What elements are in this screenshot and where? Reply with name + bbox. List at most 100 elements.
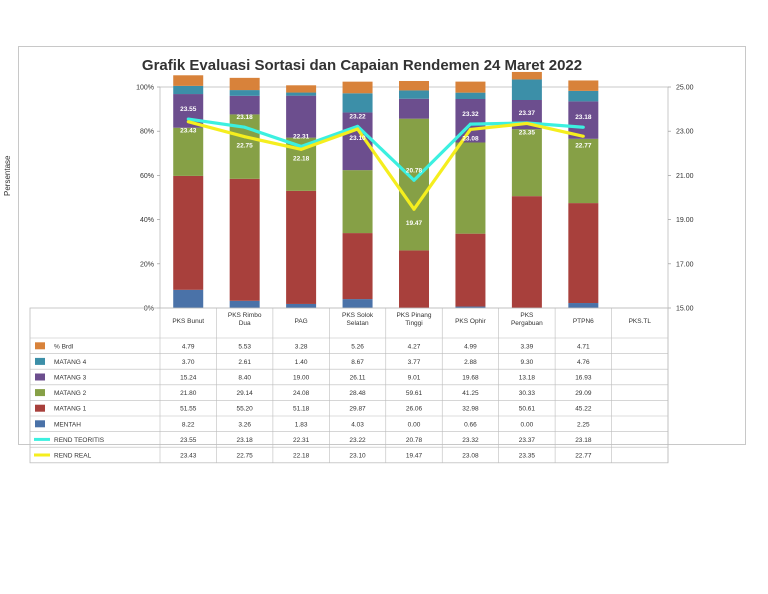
- table-cell: 1.40: [295, 359, 308, 366]
- legend-label: MENTAH: [54, 421, 81, 428]
- y2-tick-label: 25.00: [676, 85, 694, 92]
- y2-tick-label: 17.00: [676, 261, 694, 268]
- bar-segment: [286, 190, 317, 304]
- chart-title: Grafik Evaluasi Sortasi dan Capaian Rend…: [141, 57, 583, 74]
- table-cell: 23.08: [462, 453, 479, 460]
- series-line: [187, 120, 584, 211]
- table-cell: 45.22: [575, 406, 592, 413]
- table-cell: 22.75: [237, 453, 254, 460]
- bar-segment: [286, 303, 317, 308]
- table-cell: 0.00: [521, 421, 534, 428]
- bar-segment: [173, 85, 204, 95]
- table-cell: 5.53: [238, 343, 251, 350]
- table-cell: 19.47: [406, 453, 423, 460]
- category-label: PKS: [520, 312, 534, 319]
- table-cell: 23.37: [519, 437, 536, 444]
- y2-tick-label: 23.00: [676, 129, 694, 136]
- legend-label: REND REAL: [54, 453, 92, 460]
- table-cell: 20.78: [406, 437, 423, 444]
- table-cell: 2.25: [577, 421, 590, 428]
- line-data-label: 22.77: [575, 142, 592, 149]
- bar-segment: [568, 203, 599, 304]
- table-cell: 5.26: [351, 343, 364, 350]
- series-point: [299, 147, 303, 151]
- line-data-label: 20.78: [406, 167, 423, 174]
- table-cell: 23.55: [180, 437, 197, 444]
- table-cell: 3.39: [521, 343, 534, 350]
- series-point: [468, 127, 472, 131]
- bar-segment: [455, 81, 486, 93]
- bar-segment: [568, 90, 599, 102]
- line-data-label: 23.32: [462, 111, 479, 118]
- legend-label: MATANG 1: [54, 406, 87, 413]
- series-point: [525, 121, 529, 125]
- series-point: [186, 117, 190, 121]
- table-cell: 28.48: [349, 390, 366, 397]
- table-cell: 3.70: [182, 359, 195, 366]
- line-data-label: 22.31: [293, 133, 310, 140]
- bar-segment: [399, 80, 429, 91]
- bar-segment: [173, 175, 204, 290]
- table-cell: 0.00: [408, 421, 421, 428]
- table-cell: 41.25: [462, 390, 479, 397]
- series-point: [412, 178, 416, 182]
- table-cell: 23.22: [349, 437, 366, 444]
- category-label: PKS Pinang: [396, 312, 431, 319]
- y-tick-label: 40%: [140, 217, 154, 224]
- bar-segment: [342, 170, 373, 234]
- bar-segment: [399, 90, 429, 99]
- bar-segment: [173, 75, 204, 86]
- table-cell: 51.18: [293, 406, 310, 413]
- line-data-label: 23.10: [349, 135, 366, 142]
- bar-segment: [455, 92, 486, 100]
- table-cell: 32.98: [462, 406, 479, 413]
- y2-tick-label: 15.00: [676, 306, 694, 313]
- series-point: [412, 207, 416, 211]
- y-tick-label: 100%: [136, 85, 154, 92]
- legend-key: [35, 357, 45, 365]
- bar-segment: [511, 196, 542, 308]
- legend-key: [35, 420, 45, 428]
- y2-tick-label: 21.00: [676, 173, 694, 180]
- y2-tick-label: 19.00: [676, 217, 694, 224]
- bar-segment: [399, 250, 429, 308]
- bar-segment: [511, 71, 542, 80]
- bar-segment: [399, 118, 429, 251]
- table-cell: 21.80: [180, 390, 197, 397]
- table-cell: 3.26: [238, 421, 251, 428]
- line-data-label: 23.22: [349, 113, 366, 120]
- series-point: [581, 134, 585, 138]
- table-cell: 13.18: [519, 375, 536, 382]
- table-cell: 16.93: [575, 375, 592, 382]
- chart-frame: [18, 46, 746, 445]
- table-cell: 59.61: [406, 390, 423, 397]
- bar-segment: [568, 303, 599, 308]
- table-cell: 23.10: [349, 453, 366, 460]
- legend-key: [35, 404, 45, 412]
- line-data-label: 23.37: [519, 110, 536, 117]
- legend-label: MATANG 3: [54, 375, 87, 382]
- table-cell: 50.61: [519, 406, 536, 413]
- bar-segment: [286, 95, 317, 138]
- table-cell: 23.18: [237, 437, 254, 444]
- table-cell: 23.18: [575, 437, 592, 444]
- legend-label: MATANG 4: [54, 359, 87, 366]
- legend-key: [35, 342, 45, 350]
- series-point: [356, 127, 360, 131]
- bar-segment: [229, 95, 260, 115]
- table-cell: 4.27: [408, 343, 421, 350]
- table-cell: 4.79: [182, 343, 195, 350]
- line-data-label: 19.47: [406, 220, 423, 227]
- series-point: [186, 120, 190, 124]
- table-cell: 2.88: [464, 359, 477, 366]
- category-label: Dua: [239, 320, 251, 327]
- table-cell: 9.01: [408, 375, 421, 382]
- bar-segment: [568, 80, 599, 91]
- series-point: [468, 122, 472, 126]
- series-point: [581, 125, 585, 129]
- legend-key: [35, 389, 45, 397]
- table-cell: 3.77: [408, 359, 421, 366]
- table-cell: 22.77: [575, 453, 592, 460]
- table-cell: 4.76: [577, 359, 590, 366]
